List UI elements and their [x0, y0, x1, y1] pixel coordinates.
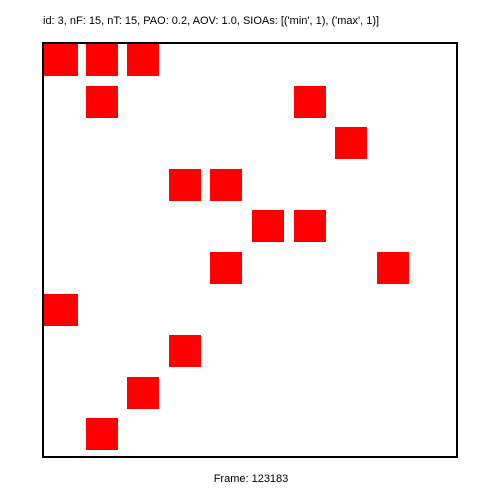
filled-cell — [210, 252, 242, 284]
grid-board — [42, 42, 458, 458]
filled-cell — [127, 377, 159, 409]
filled-cell — [86, 418, 118, 450]
filled-cell — [169, 169, 201, 201]
filled-cell — [294, 86, 326, 118]
filled-cell — [86, 86, 118, 118]
filled-cell — [169, 335, 201, 367]
filled-cell — [294, 210, 326, 242]
frame-counter: Frame: 123183 — [213, 473, 289, 485]
filled-cell — [210, 169, 242, 201]
filled-cell — [252, 210, 284, 242]
filled-cell — [127, 44, 159, 76]
filled-cell — [86, 44, 118, 76]
filled-cell — [377, 252, 409, 284]
filled-cell — [44, 44, 78, 76]
filled-cell — [44, 294, 78, 326]
filled-cell — [335, 127, 367, 159]
header-info-text: id: 3, nF: 15, nT: 15, PAO: 0.2, AOV: 1.… — [43, 15, 380, 27]
